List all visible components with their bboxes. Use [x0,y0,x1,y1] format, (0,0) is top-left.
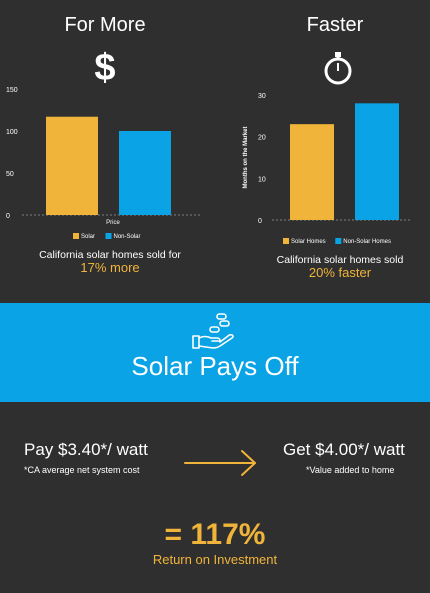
months-chart: 0 10 20 30 Months on the Market Solar Homes No… [243,93,410,245]
y-tick-label: 0 [258,218,262,225]
legend-swatch [73,233,79,239]
y-tick-label: 20 [258,135,266,142]
y-tick-label: 30 [258,93,266,100]
dollar-sign-icon: $ [94,47,115,89]
legend-label: Solar Homes [291,239,326,245]
solar-pays-off-band [0,303,430,402]
bar-non-solar-homes [355,103,399,220]
x-axis-label: Price [106,220,120,226]
legend-swatch [283,238,289,244]
left-highlight: 17% more [80,260,140,275]
charts-canvas: $ 0 50 100 150 Price Solar Non-Solar 0 10 20 30 Mo… [6,47,410,245]
right-caption: California solar homes sold [276,254,404,266]
legend-swatch [105,233,112,239]
get-text: Get $4.00*/ watt [283,440,405,459]
y-tick-label: 50 [6,171,14,178]
pay-text: Pay $3.40*/ watt [24,440,148,459]
right-highlight: 20% faster [308,265,372,280]
roi-value: = 117% [164,518,266,551]
legend-label: Non-Solar Homes [343,239,391,245]
price-chart: 0 50 100 150 Price Solar Non-Solar [6,87,200,240]
svg-text:$: $ [94,47,115,89]
bar-solar-homes [290,124,334,220]
band-title: Solar Pays Off [131,351,299,381]
left-title: For More [64,14,146,36]
legend-label: Non-Solar [114,234,141,240]
left-caption: California solar homes sold for [39,249,181,261]
pay-note: *CA average net system cost [24,465,140,475]
y-tick-label: 150 [6,87,18,94]
roi-label: Return on Investment [152,552,278,567]
hand-coins-icon [192,313,234,349]
y-tick-label: 10 [258,176,266,183]
legend-swatch [335,238,342,244]
stopwatch-icon [324,52,352,85]
y-axis-label: Months on the Market [243,126,249,188]
right-title: Faster [306,14,364,36]
bar-non-solar [119,131,171,215]
get-note: *Value added to home [306,465,395,475]
y-tick-label: 0 [6,213,10,220]
bar-solar [46,116,98,215]
legend-label: Solar [81,234,95,240]
right-arrow-icon [184,450,256,476]
y-tick-label: 100 [6,129,18,136]
